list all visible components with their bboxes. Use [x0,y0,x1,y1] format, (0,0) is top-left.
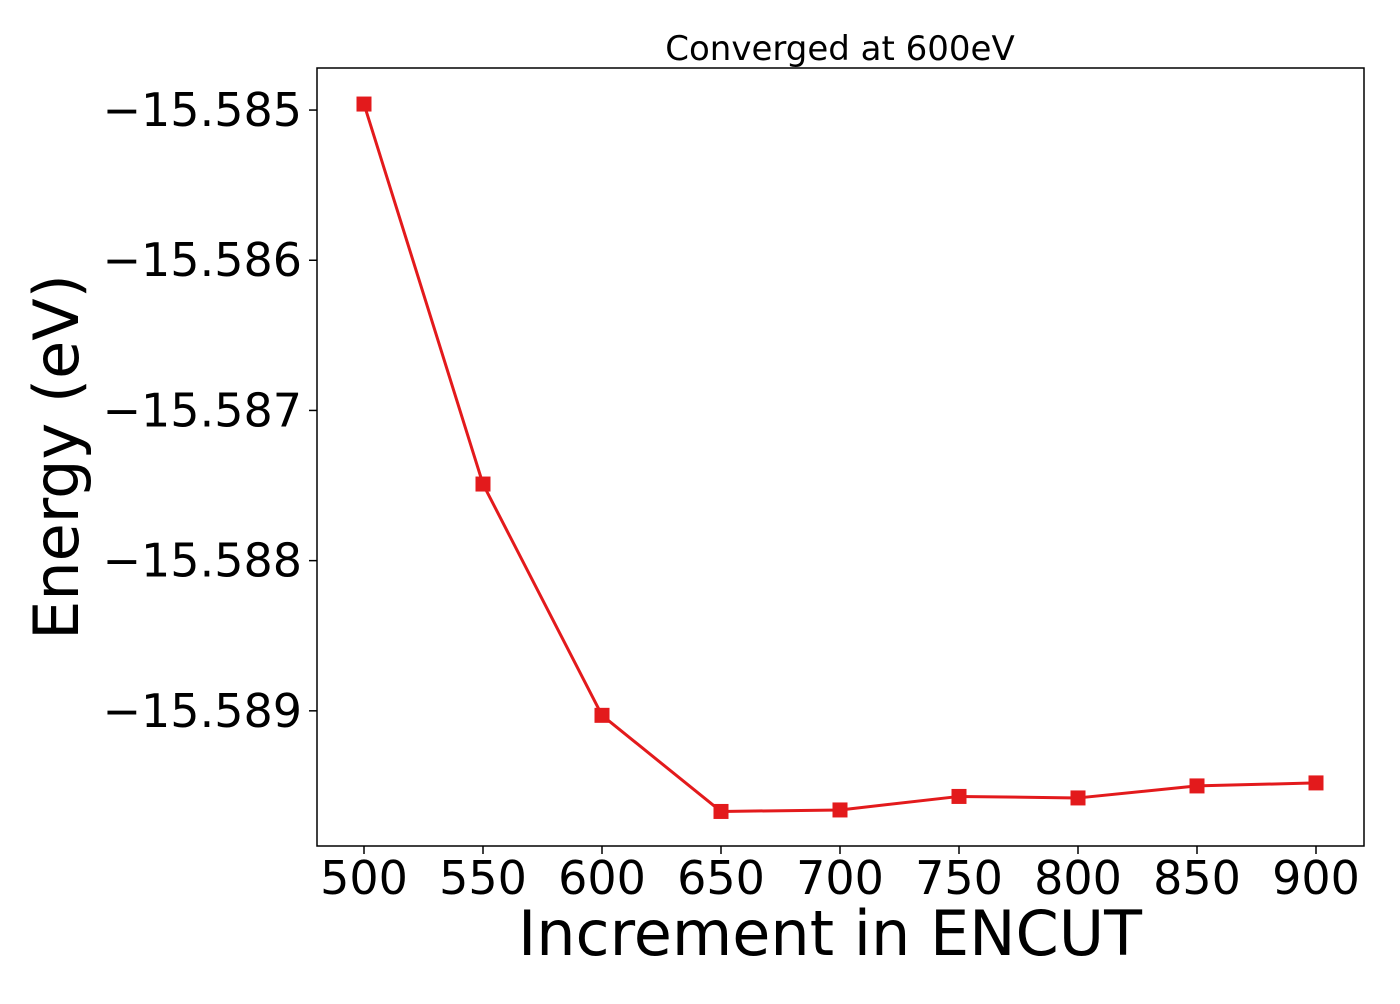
x-axis-label: Increment in ENCUT [518,897,1143,970]
x-tick-label: 700 [796,851,884,905]
y-tick-label: −15.588 [103,534,303,588]
y-axis-ticks: −15.585 −15.586 −15.587 −15.588 −15.589 [103,83,317,738]
data-point-marker [356,96,372,112]
data-point-marker [832,802,848,818]
y-tick-label: −15.585 [103,83,303,137]
x-tick-label: 600 [558,851,646,905]
series-layer [356,96,1324,819]
y-tick-label: −15.587 [103,383,303,437]
y-axis-label: Energy (eV) [20,274,93,640]
y-tick-label: −15.589 [103,684,303,738]
data-point-marker [1189,778,1205,794]
x-tick-label: 500 [320,851,408,905]
data-point-marker [594,707,610,723]
x-tick-label: 550 [439,851,527,905]
data-point-marker [1070,790,1086,806]
x-tick-label: 750 [915,851,1003,905]
x-tick-label: 850 [1153,851,1241,905]
plot-frame [316,67,1365,847]
data-point-marker [1308,775,1324,791]
data-point-marker [713,803,729,819]
chart-title: Converged at 600eV [665,29,1014,69]
y-tick-label: −15.586 [103,233,303,287]
x-axis-ticks: 500 550 600 650 700 750 800 850 900 [320,846,1360,905]
series-line [362,103,1317,813]
x-tick-label: 800 [1034,851,1122,905]
data-point-marker [475,476,491,492]
data-point-marker [951,788,967,804]
x-tick-label: 650 [677,851,765,905]
x-tick-label: 900 [1272,851,1360,905]
